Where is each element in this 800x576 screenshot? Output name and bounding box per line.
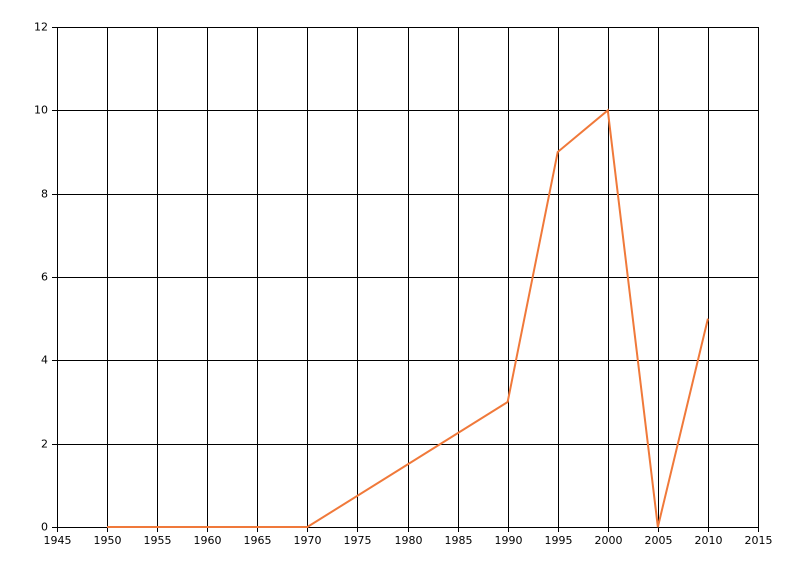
x-tick-label: 1995 bbox=[545, 534, 573, 547]
x-tick-label: 2015 bbox=[745, 534, 773, 547]
x-tick-label: 1985 bbox=[445, 534, 473, 547]
y-tick-label: 2 bbox=[41, 438, 48, 451]
x-tick-label: 2010 bbox=[695, 534, 723, 547]
x-tick-label: 2005 bbox=[645, 534, 673, 547]
x-tick-label: 1990 bbox=[495, 534, 523, 547]
x-tick-label: 1975 bbox=[344, 534, 372, 547]
y-tick-label: 6 bbox=[41, 271, 48, 284]
y-tick-label: 4 bbox=[41, 354, 48, 367]
y-tick-label: 12 bbox=[34, 21, 48, 34]
x-tick-label: 1980 bbox=[395, 534, 423, 547]
x-tick-label: 1945 bbox=[44, 534, 72, 547]
x-tick-label: 1960 bbox=[194, 534, 222, 547]
y-tick-label: 10 bbox=[34, 104, 48, 117]
y-tick-label: 8 bbox=[41, 188, 48, 201]
x-tick-label: 1970 bbox=[294, 534, 322, 547]
x-tick-label: 1955 bbox=[144, 534, 172, 547]
x-tick-label: 1965 bbox=[244, 534, 272, 547]
x-tick-label: 2000 bbox=[595, 534, 623, 547]
y-tick-label: 0 bbox=[41, 521, 48, 534]
x-tick-label: 1950 bbox=[94, 534, 122, 547]
data-line bbox=[107, 108, 709, 528]
